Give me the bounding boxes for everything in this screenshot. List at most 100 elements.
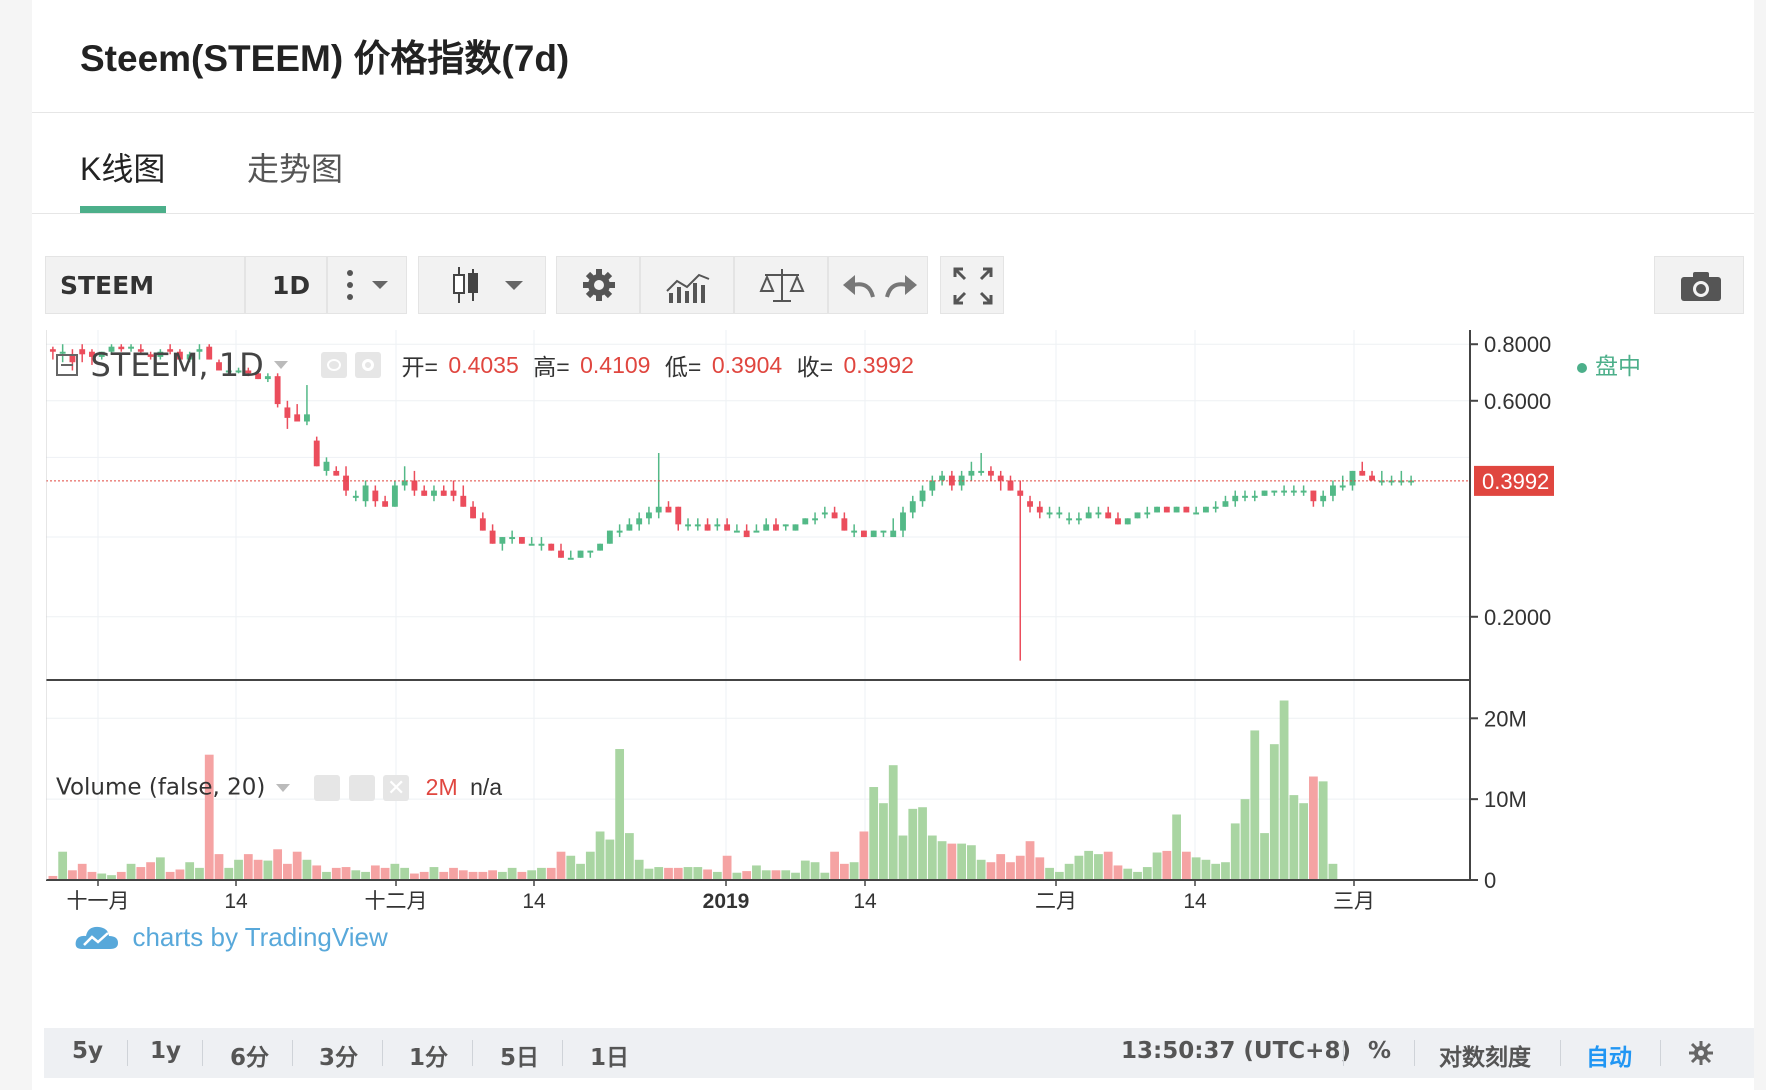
candle-body	[1066, 518, 1073, 521]
volume-bar	[791, 872, 800, 880]
candle-body	[1105, 512, 1112, 519]
candle-body	[284, 407, 291, 418]
tab-trend[interactable]: 走势图	[247, 151, 344, 187]
low-value: 0.3904	[711, 351, 783, 378]
fullscreen-button[interactable]	[940, 256, 1004, 314]
legend-dropdown-icon[interactable]	[274, 361, 289, 369]
volume-bar	[927, 835, 937, 880]
time-tick-label: 2019	[703, 890, 750, 913]
cloud-icon	[75, 926, 118, 949]
candle-body	[1232, 495, 1239, 502]
range-1y[interactable]: 1y	[150, 1038, 181, 1064]
settings-button[interactable]	[556, 256, 640, 314]
volume-bar	[400, 867, 410, 880]
candle-body	[460, 495, 467, 507]
log-scale-toggle[interactable]: 对数刻度	[1439, 1045, 1531, 1071]
candle-body	[538, 543, 545, 546]
volume-bar	[957, 843, 967, 880]
candle-body	[831, 512, 838, 519]
candle-body	[391, 485, 398, 507]
snapshot-button[interactable]	[1654, 256, 1744, 314]
high-label: 高=	[533, 354, 570, 380]
range-1m[interactable]: 1分	[409, 1045, 449, 1071]
eye-icon[interactable]	[320, 352, 347, 378]
interval-dropdown[interactable]	[327, 256, 407, 314]
price-chart[interactable]: 0.8000 0.6000 0.2000 0.3992 20M 10M 0 十一月 14 十二月 1…	[46, 330, 1746, 995]
volume-bar	[1133, 871, 1142, 880]
collapse-icon[interactable]	[56, 354, 78, 376]
range-5y[interactable]: 5y	[72, 1038, 103, 1064]
tradingview-watermark[interactable]: charts by TradingView	[74, 922, 388, 953]
candle-body	[1007, 480, 1014, 491]
candle-body	[147, 354, 154, 357]
clock[interactable]: 13:50:37 (UTC+8)	[1121, 1038, 1351, 1064]
volume-bar	[370, 865, 380, 880]
volume-bar	[497, 871, 507, 880]
symbol-search-box[interactable]: STEEM	[45, 256, 245, 314]
undo-icon[interactable]	[841, 271, 877, 301]
volume-bar	[1172, 814, 1181, 880]
candle-body	[1163, 506, 1170, 513]
chart-background	[46, 330, 1746, 995]
volume-settings-icon[interactable]	[348, 774, 375, 801]
volume-bar	[234, 859, 243, 880]
volume-bar	[146, 862, 155, 880]
candle-body	[479, 518, 486, 531]
candle-body	[616, 530, 623, 533]
volume-bar	[820, 872, 830, 880]
active-tab-indicator	[80, 206, 166, 213]
candle-body	[1027, 501, 1033, 507]
candle-body	[812, 518, 818, 521]
volume-bar	[849, 862, 859, 880]
volume-bar	[126, 863, 136, 880]
volume-bar	[1328, 863, 1338, 880]
indicators-icon	[666, 273, 710, 303]
volume-dropdown-icon[interactable]	[275, 783, 290, 792]
range-6m[interactable]: 6分	[230, 1045, 270, 1071]
compare-button[interactable]	[734, 256, 828, 314]
volume-eye-icon[interactable]	[314, 774, 341, 801]
volume-bar	[312, 865, 322, 880]
candle-body	[362, 485, 369, 502]
volume-bar	[830, 851, 839, 880]
volume-legend: Volume (false, 20) ✕ 2M n/a	[56, 774, 502, 801]
range-3m[interactable]: 3分	[319, 1045, 359, 1071]
candle-body	[548, 543, 555, 551]
volume-bar	[1064, 863, 1074, 880]
candle-body	[1017, 490, 1024, 496]
indicators-button[interactable]	[640, 256, 734, 314]
volume-bar	[703, 869, 712, 880]
candle-body	[69, 354, 76, 363]
range-1d[interactable]: 1日	[590, 1045, 630, 1071]
candle-body	[216, 362, 222, 371]
redo-icon[interactable]	[883, 271, 919, 301]
volume-close-icon[interactable]: ✕	[383, 774, 410, 801]
legend-settings-icon[interactable]	[355, 352, 382, 378]
chart-axes: 0.8000 0.6000 0.2000 0.3992 20M 10M 0 十一月 14 十二月 1…	[46, 330, 1554, 913]
volume-bar	[859, 831, 869, 880]
candle-body	[1339, 485, 1346, 488]
tab-kline[interactable]: K线图	[80, 151, 166, 187]
range-5d[interactable]: 5日	[500, 1045, 540, 1071]
auto-scale-toggle[interactable]: 自动	[1586, 1045, 1632, 1071]
bottom-settings-icon[interactable]	[1688, 1040, 1714, 1066]
candle-body	[958, 475, 965, 486]
candle-body	[606, 530, 613, 544]
candle-body	[1300, 490, 1307, 493]
volume-bar	[48, 875, 58, 880]
volume-bar	[302, 859, 312, 880]
candle-body	[753, 530, 760, 533]
candle-body	[763, 524, 770, 531]
volume-bar	[722, 855, 732, 880]
separator	[292, 1040, 293, 1066]
separator	[1660, 1040, 1661, 1066]
watermark-text: charts by TradingView	[132, 922, 388, 952]
volume-bar	[556, 851, 566, 880]
interval-button[interactable]: 1D	[245, 256, 327, 314]
chart-type-button[interactable]	[418, 256, 546, 314]
candle-body	[440, 490, 447, 496]
percent-toggle[interactable]: %	[1368, 1038, 1392, 1064]
candle-body	[108, 346, 115, 352]
high-value: 0.4109	[580, 351, 651, 378]
volume-bar	[361, 871, 370, 880]
